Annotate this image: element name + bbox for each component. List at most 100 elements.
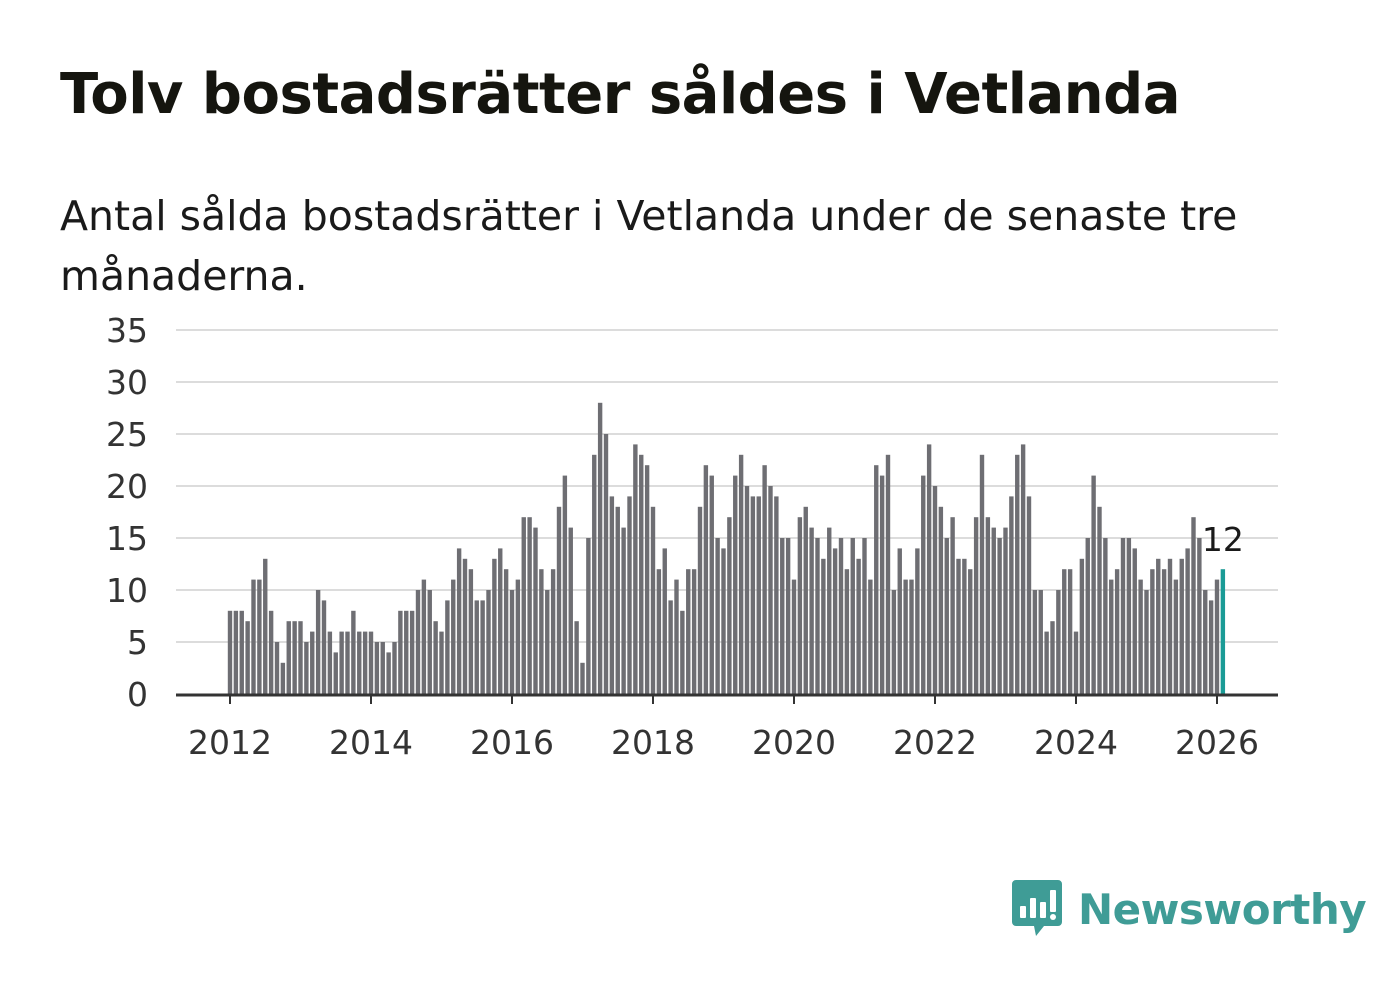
bar xyxy=(298,621,303,694)
bar xyxy=(503,569,509,694)
y-tick-label: 15 xyxy=(106,519,148,558)
bar xyxy=(421,579,427,694)
bar xyxy=(257,579,262,694)
bar xyxy=(386,652,391,694)
bar xyxy=(803,506,808,694)
bar xyxy=(691,569,697,694)
bar xyxy=(433,621,438,694)
bar xyxy=(874,465,879,694)
x-tick-label: 2020 xyxy=(752,723,836,762)
bar xyxy=(932,486,938,694)
bar xyxy=(903,579,908,694)
bar xyxy=(727,517,732,694)
bar xyxy=(562,475,568,694)
bar xyxy=(427,590,432,694)
bar xyxy=(474,600,479,694)
bar xyxy=(292,621,297,694)
bar xyxy=(239,610,244,694)
bar xyxy=(639,454,644,694)
bar xyxy=(921,475,926,694)
bar xyxy=(768,486,773,694)
bar xyxy=(409,610,415,694)
bar xyxy=(404,610,409,694)
bar xyxy=(445,600,450,694)
x-tick-label: 2012 xyxy=(188,723,272,762)
brand-name: Newsworthy xyxy=(1078,884,1367,934)
bar xyxy=(492,558,497,694)
bar xyxy=(251,579,256,694)
bar xyxy=(838,538,844,694)
x-tick-label: 2018 xyxy=(611,723,695,762)
bar xyxy=(897,548,902,694)
bar xyxy=(1156,558,1161,694)
x-axis: 2012 2014 2016 2018 2020 2022 2024 2026 xyxy=(176,693,1278,762)
bar xyxy=(1132,548,1137,694)
bar xyxy=(715,538,720,694)
bar xyxy=(968,569,973,694)
bar xyxy=(680,610,685,694)
bar xyxy=(603,434,609,694)
bar xyxy=(439,631,444,694)
bar xyxy=(480,600,485,694)
bar xyxy=(1073,631,1079,694)
x-tick-label: 2024 xyxy=(1034,723,1118,762)
bar xyxy=(609,496,615,694)
bar xyxy=(539,569,544,694)
bar xyxy=(862,538,867,694)
bar xyxy=(926,444,932,694)
y-tick-label: 0 xyxy=(127,675,148,714)
bar xyxy=(515,579,521,694)
y-tick-label: 10 xyxy=(106,571,148,610)
bar xyxy=(286,621,291,694)
bar-highlight xyxy=(1220,569,1226,694)
bar xyxy=(1044,631,1049,694)
bar xyxy=(1191,517,1196,694)
bar xyxy=(662,548,667,694)
chart-subtitle: Antal sålda bostadsrätter i Vetlanda und… xyxy=(60,192,1238,300)
bar xyxy=(245,621,250,694)
bar xyxy=(339,631,344,694)
bar xyxy=(832,548,838,694)
bar xyxy=(1167,558,1173,694)
bar xyxy=(1197,538,1202,694)
bar xyxy=(597,402,603,694)
bar xyxy=(392,642,397,694)
bar xyxy=(774,496,779,694)
bar xyxy=(979,454,985,694)
bar xyxy=(1056,590,1061,694)
bar xyxy=(633,444,638,694)
bar xyxy=(915,548,920,694)
bar xyxy=(227,610,233,694)
bar xyxy=(809,527,814,694)
bar xyxy=(1203,590,1208,694)
bar xyxy=(973,517,979,694)
bar xyxy=(844,569,850,694)
newsworthy-logo: Newsworthy xyxy=(1010,878,1367,940)
chart-title: Tolv bostadsrätter såldes i Vetlanda xyxy=(60,62,1181,127)
y-tick-label: 25 xyxy=(106,415,148,454)
bar xyxy=(991,527,996,694)
bar xyxy=(674,579,679,694)
bar xyxy=(1103,538,1108,694)
bar xyxy=(545,590,550,694)
bar xyxy=(1214,579,1220,694)
bar xyxy=(756,496,761,694)
y-tick-label: 35 xyxy=(106,311,148,350)
annotations: 12 xyxy=(1202,520,1244,559)
bar xyxy=(586,538,591,694)
bar xyxy=(850,538,855,694)
bar xyxy=(280,662,286,694)
bar xyxy=(956,558,961,694)
bar xyxy=(621,527,626,694)
bar xyxy=(374,642,380,694)
bar xyxy=(592,454,597,694)
bar xyxy=(821,558,826,694)
bar xyxy=(233,610,239,694)
bar xyxy=(527,517,532,694)
bar xyxy=(380,642,385,694)
bar xyxy=(709,475,714,694)
bar xyxy=(521,517,526,694)
bar xyxy=(263,558,268,694)
bar xyxy=(1091,475,1096,694)
bar xyxy=(550,569,556,694)
